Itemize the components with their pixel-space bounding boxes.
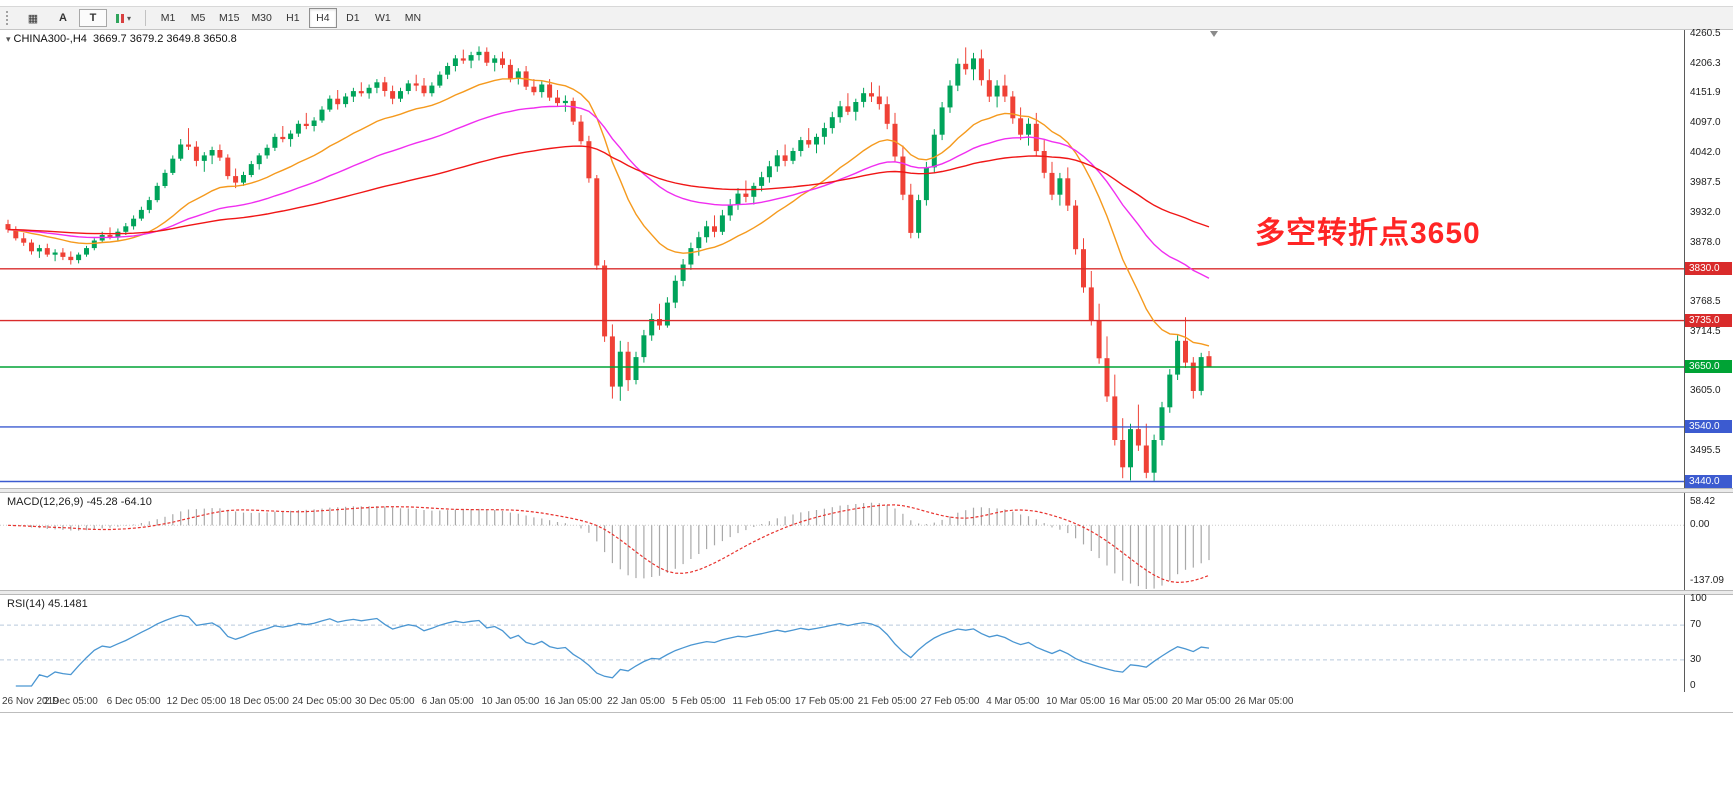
macd-label: MACD(12,26,9) -45.28 -64.10: [7, 496, 152, 508]
rsi-name: RSI(14): [7, 598, 45, 610]
title-strip: [0, 0, 1733, 6]
ohlc-readout: 3669.7 3679.2 3649.8 3650.8: [93, 33, 237, 45]
ma-line-100: [7, 145, 1210, 235]
time-label: 24 Dec 05:00: [292, 696, 352, 707]
price-tag: 3650.0: [1685, 360, 1732, 374]
time-label: 30 Dec 05:00: [355, 696, 415, 707]
time-label: 22 Jan 05:00: [607, 696, 665, 707]
price-tick: 4206.3: [1690, 57, 1721, 69]
symbol-period-label: CHINA300-,H4: [13, 33, 87, 45]
time-label: 6 Dec 05:00: [106, 696, 161, 707]
time-label: 16 Mar 05:00: [1108, 696, 1168, 707]
price-tick: 4097.0: [1690, 117, 1721, 129]
price-tick: 4042.0: [1690, 147, 1721, 159]
price-tag: 3830.0: [1685, 262, 1732, 276]
toolbar-grip[interactable]: [6, 11, 12, 25]
macd-histogram: [15, 502, 1210, 589]
timeframe-h1[interactable]: H1: [286, 12, 300, 24]
rsi-label: RSI(14) 45.1481: [7, 598, 88, 610]
chart-grid-icon[interactable]: ▦: [27, 12, 39, 25]
time-label: 6 Jan 05:00: [421, 696, 474, 707]
timeframe-w1[interactable]: W1: [375, 12, 391, 24]
macd-tick: 58.42: [1690, 495, 1716, 507]
font-tool-button[interactable]: A: [59, 12, 67, 24]
rsi-tick: 30: [1690, 653, 1702, 665]
time-label: 4 Mar 05:00: [986, 696, 1040, 707]
rsi-tick: 100: [1690, 593, 1707, 604]
price-axis[interactable]: 4260.5 4206.3 4151.9 4097.0 4042.0 3987.5 3932…: [1684, 28, 1733, 488]
macd-name: MACD(12,26,9): [7, 496, 84, 508]
timeframe-m30[interactable]: M30: [251, 12, 272, 24]
price-tick: 3987.5: [1690, 176, 1721, 188]
time-label: 21 Feb 05:00: [857, 696, 917, 707]
price-tick: 3495.5: [1690, 445, 1721, 457]
time-label: 16 Jan 05:00: [544, 696, 603, 707]
toolbar: ▦ A T ▾ M1 M5 M15 M30 H1 H4 D1 W1 MN: [0, 6, 1733, 30]
price-tick: 3932.0: [1690, 207, 1721, 219]
price-tick: 3714.5: [1690, 325, 1721, 337]
timeframe-mn[interactable]: MN: [404, 12, 422, 24]
rsi-tick: 0: [1690, 680, 1696, 691]
price-tick: 3605.0: [1690, 385, 1721, 397]
up-bar-icon: [115, 13, 119, 23]
time-label: 5 Feb 05:00: [672, 696, 726, 707]
price-tag: 3540.0: [1685, 420, 1732, 434]
time-label: 18 Dec 05:00: [229, 696, 289, 707]
ma-line-20: [7, 77, 1210, 347]
price-tick: 4260.5: [1690, 28, 1721, 40]
price-tick: 3768.5: [1690, 296, 1721, 308]
chevron-down-icon: ▾: [126, 13, 131, 23]
rsi-panel[interactable]: RSI(14) 45.1481 100 70 30 0: [0, 593, 1733, 692]
text-tool-button[interactable]: T: [79, 9, 107, 27]
time-label: 17 Feb 05:00: [794, 696, 854, 707]
rsi-tick: 70: [1690, 619, 1702, 631]
price-tick: 4151.9: [1690, 87, 1721, 99]
down-bar-icon: [120, 13, 124, 23]
timeframe-m5[interactable]: M5: [190, 12, 206, 24]
level-lines-group: [0, 268, 1685, 483]
time-label: 2 Dec 05:00: [43, 696, 98, 707]
timeframe-h4[interactable]: H4: [308, 8, 337, 28]
rsi-chart[interactable]: [0, 595, 1685, 692]
symbol-info: ▾ CHINA300-,H4 3669.7 3679.2 3649.8 3650.…: [6, 33, 237, 45]
timeframe-m15[interactable]: M15: [219, 12, 240, 24]
time-label: 10 Mar 05:00: [1046, 696, 1106, 707]
time-label: 26 Nov 2019: [2, 696, 59, 707]
price-tick: 3878.0: [1690, 236, 1721, 248]
macd-axis: 58.42 0.00 -137.09: [1684, 493, 1733, 590]
time-label: 26 Mar 05:00: [1234, 696, 1294, 707]
time-axis[interactable]: 26 Nov 2019 2 Dec 05:00 6 Dec 05:00 12 Dec …: [0, 692, 1733, 713]
toolbar-separator: [145, 10, 146, 26]
price-tag: 3735.0: [1685, 314, 1732, 328]
macd-signal-line: [7, 504, 1210, 584]
main-chart-panel[interactable]: ▾ CHINA300-,H4 3669.7 3679.2 3649.8 3650.…: [0, 28, 1733, 488]
macd-values: -45.28 -64.10: [86, 496, 152, 508]
rsi-value: 45.1481: [47, 598, 88, 610]
time-label: 11 Feb 05:00: [732, 696, 791, 707]
bottom-area: [0, 713, 1733, 795]
chart-shift-marker-icon: [1210, 31, 1218, 37]
macd-tick: 0.00: [1690, 519, 1710, 531]
candlestick-chart[interactable]: [0, 30, 1685, 488]
macd-chart[interactable]: [0, 493, 1685, 590]
price-tag: 3440.0: [1685, 474, 1732, 488]
symbol-caret-icon: ▾: [6, 34, 11, 44]
candles-group: [5, 46, 1212, 481]
annotation-text: 多空转折点3650: [1255, 217, 1481, 250]
ma-line-45: [7, 105, 1210, 279]
rsi-axis: 100 70 30 0: [1684, 593, 1733, 692]
panel-divider[interactable]: [0, 488, 1733, 493]
time-label: 27 Feb 05:00: [920, 696, 980, 707]
time-label: 10 Jan 05:00: [481, 696, 540, 707]
timeframe-d1[interactable]: D1: [346, 12, 360, 24]
time-label: 20 Mar 05:00: [1171, 696, 1231, 707]
rsi-line: [15, 614, 1210, 687]
timeframe-m1[interactable]: M1: [160, 12, 176, 24]
macd-panel[interactable]: MACD(12,26,9) -45.28 -64.10 58.42 0.00 -13…: [0, 493, 1733, 590]
panel-divider[interactable]: [0, 590, 1733, 595]
macd-tick: -137.09: [1690, 574, 1724, 586]
drawing-tools-button[interactable]: ▾: [109, 8, 137, 28]
time-label: 12 Dec 05:00: [166, 696, 227, 707]
